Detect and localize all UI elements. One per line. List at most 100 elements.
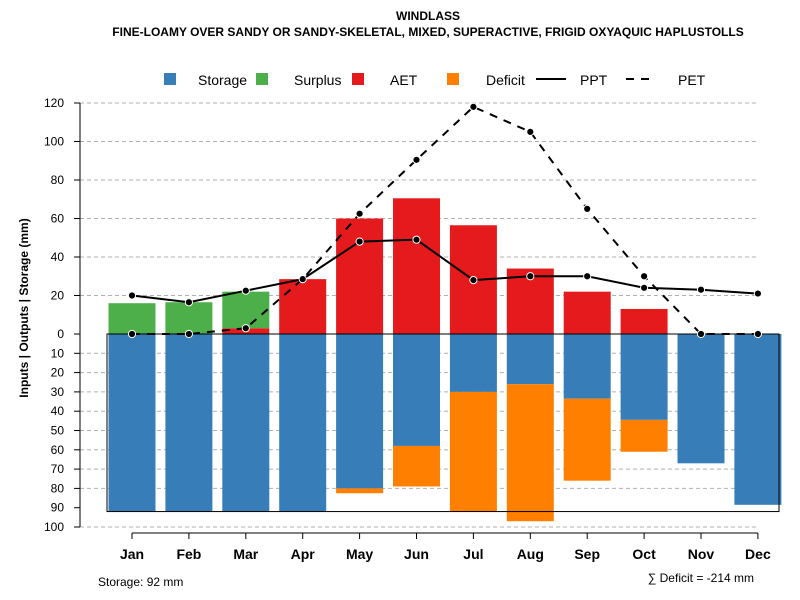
bar-storage-nov (677, 334, 725, 464)
point-ppt-apr (298, 275, 307, 284)
point-ppt-oct (640, 283, 649, 292)
bar-surplus-mar (222, 291, 270, 329)
y-tick-label: 10 (51, 346, 65, 360)
chart-title: WINDLASS (396, 9, 460, 23)
x-tick-label-sep: Sep (574, 546, 600, 562)
storage-note: Storage: 92 mm (98, 575, 183, 589)
y-tick-label: 80 (51, 173, 65, 187)
line-pet (132, 105, 758, 335)
y-axis-label: Inputs | Outputs | Storage (mm) (17, 218, 31, 397)
y-tick-label: 70 (51, 462, 65, 476)
legend-label-surplus: Surplus (294, 72, 341, 88)
point-pet-aug (526, 127, 535, 136)
axes-layer (79, 103, 780, 534)
point-pet-may (355, 209, 364, 218)
point-pet-sep (583, 204, 592, 213)
point-ppt-jul (469, 276, 478, 285)
y-tick-label: 60 (51, 443, 65, 457)
point-pet-oct (640, 272, 649, 281)
bar-storage-jun (393, 334, 440, 446)
bar-deficit-oct (620, 419, 668, 452)
deficit-note: ∑ Deficit = -214 mm (648, 571, 754, 585)
y-tick-label: 20 (51, 366, 65, 380)
bar-storage-jan (108, 334, 156, 512)
point-ppt-jan (127, 291, 137, 300)
point-ppt-aug (526, 272, 535, 281)
y-tick-label: 0 (57, 327, 64, 341)
point-pet-jun (412, 155, 421, 164)
y-tick-label: 30 (51, 385, 65, 399)
bar-storage-feb (165, 334, 213, 512)
legend-swatch-storage (164, 73, 176, 85)
x-tick-label-oct: Oct (632, 546, 656, 562)
y-tick-label: 60 (51, 212, 65, 226)
y-tick-label: 90 (51, 501, 65, 515)
x-tick-label-aug: Aug (517, 546, 544, 562)
lines-layer (127, 102, 763, 339)
x-tick-label-dec: Dec (745, 546, 771, 562)
x-tick-label-jul: Jul (463, 546, 483, 562)
legend-swatch-deficit (447, 73, 459, 85)
y-tick-label: 80 (51, 481, 65, 495)
point-pet-nov (696, 329, 706, 339)
bar-deficit-aug (506, 384, 554, 522)
bar-aet-apr (279, 279, 327, 334)
point-pet-jul (469, 102, 478, 111)
bar-storage-sep (563, 334, 611, 399)
x-tick-label-feb: Feb (176, 546, 201, 562)
x-tick-label-jun: Jun (404, 546, 429, 562)
point-ppt-nov (696, 285, 706, 294)
bars-layer (108, 198, 782, 522)
bar-aet-jun (393, 198, 440, 334)
bar-deficit-jul (449, 391, 497, 512)
x-tick-label-apr: Apr (291, 546, 316, 562)
bar-storage-dec (734, 334, 782, 505)
legend-swatch-aet (352, 73, 364, 85)
x-tick-label-nov: Nov (688, 546, 715, 562)
bar-storage-mar (222, 334, 270, 512)
bar-storage-apr (279, 334, 327, 512)
point-ppt-dec (753, 289, 763, 298)
bar-storage-oct (620, 334, 668, 420)
storage-capacity-box (106, 333, 780, 513)
bar-deficit-sep (563, 398, 611, 481)
bar-storage-may (336, 334, 384, 489)
bar-deficit-jun (393, 445, 440, 487)
y-tick-label: 120 (44, 96, 64, 110)
line-ppt (131, 238, 758, 304)
legend-swatch-surplus (256, 73, 268, 85)
point-ppt-mar (241, 286, 250, 295)
point-pet-jan (127, 329, 137, 339)
y-tick-label: 40 (51, 250, 65, 264)
bar-deficit-may (336, 488, 384, 494)
tick-labels: 120 100 80 60 40 20 0 10 20 30 40 50 60 70 80 90 100 Jan F… (44, 96, 771, 562)
x-tick-label-mar: Mar (233, 546, 258, 562)
x-tick-label-may: May (346, 546, 373, 562)
bar-storage-aug (506, 334, 554, 385)
bar-aet-sep (563, 291, 611, 334)
y-tick-label: 40 (51, 404, 65, 418)
point-pet-feb (184, 329, 193, 339)
legend-label-storage: Storage (198, 72, 247, 88)
chart-subtitle: FINE-LOAMY OVER SANDY OR SANDY-SKELETAL,… (112, 25, 743, 39)
legend-label-aet: AET (390, 72, 418, 88)
legend-label-deficit: Deficit (486, 72, 525, 88)
bar-surplus-jan (108, 303, 156, 334)
chart-legend: Storage Surplus AET Deficit PPT PET (164, 72, 706, 88)
legend-label-pet: PET (678, 72, 706, 88)
point-ppt-sep (583, 272, 592, 281)
bar-aet-may (336, 218, 384, 334)
point-ppt-may (355, 237, 364, 246)
bar-surplus-feb (165, 302, 213, 334)
bar-aet-oct (620, 308, 668, 334)
point-ppt-feb (184, 298, 193, 307)
y-tick-label: 100 (44, 520, 64, 534)
y-tick-label: 20 (51, 289, 65, 303)
legend-label-ppt: PPT (580, 72, 608, 88)
point-pet-mar (241, 324, 250, 333)
point-pet-dec (753, 329, 763, 339)
bar-storage-jul (449, 334, 497, 392)
x-tick-label-jan: Jan (120, 546, 144, 562)
y-tick-label: 50 (51, 424, 65, 438)
